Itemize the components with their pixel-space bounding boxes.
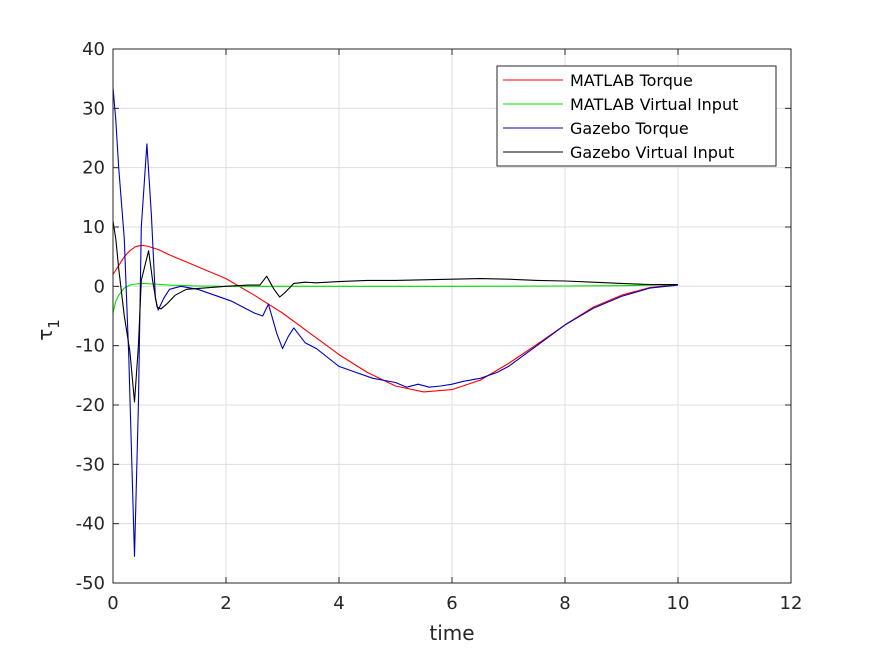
y-axis-label-subscript: 1 [45,319,63,329]
x-tick-label: 8 [559,593,570,614]
legend-label-gazebo-virtual-input: Gazebo Virtual Input [570,143,734,162]
y-tick-label: -20 [76,395,105,416]
ticks: 0 2 4 6 8 10 12 -50 -40 -30 -20 -10 0 10 20 30 40 [76,39,803,614]
x-tick-label: 10 [667,593,690,614]
y-axis-label: τ1 [33,319,63,341]
legend-box [496,65,777,167]
y-tick-label: 10 [82,217,105,238]
x-tick-label: 6 [446,593,457,614]
y-tick-label: 0 [94,276,105,297]
y-tick-label: -40 [76,514,105,535]
series-line-gazebo-torque [112,87,679,557]
x-axis-label: time [429,621,474,645]
legend-label-gazebo-torque: Gazebo Torque [570,119,689,138]
y-axis-label-symbol: τ [33,329,57,341]
series-line-gazebo-virtual-input [112,221,678,403]
series-layer [112,87,679,557]
y-tick-label: -10 [76,336,105,357]
y-tick-label: 40 [82,39,105,60]
y-tick-label: 30 [82,98,105,119]
legend-label-matlab-torque: MATLAB Torque [570,71,693,90]
y-tick-label: 20 [82,158,105,179]
x-tick-label: 4 [333,593,344,614]
x-tick-label: 0 [107,593,118,614]
y-tick-label: -30 [76,454,105,475]
x-tick-label: 12 [780,593,803,614]
x-tick-label: 2 [220,593,231,614]
legend: MATLAB Torque MATLAB Virtual Input Gazebo … [496,65,777,167]
y-tick-label: -50 [76,573,105,594]
legend-label-matlab-virtual-input: MATLAB Virtual Input [570,95,738,114]
